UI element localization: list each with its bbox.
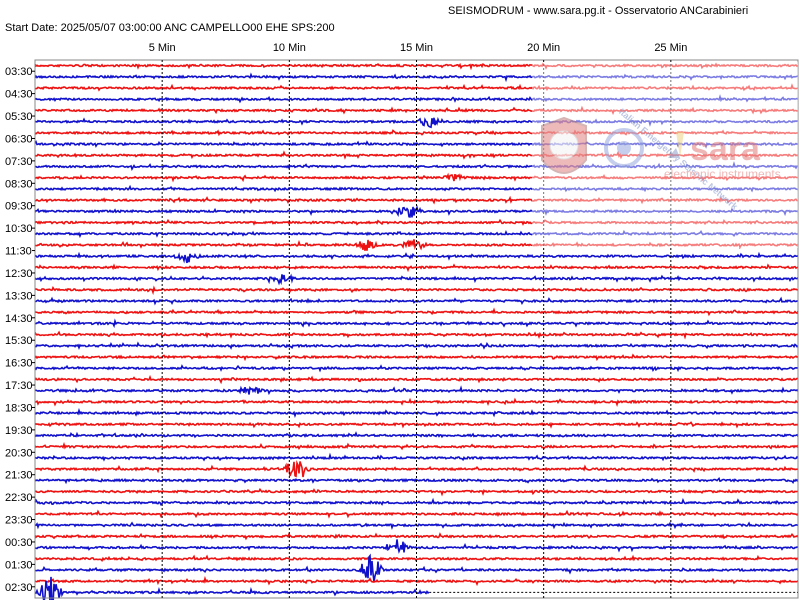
- minute-tick-label: 15 Min: [400, 42, 433, 54]
- row-time-label: 20:30: [5, 447, 33, 459]
- row-time-label: 14:30: [5, 313, 33, 325]
- row-time-label: 03:30: [5, 66, 33, 78]
- sara-logo: sara electronic instruments: [664, 130, 781, 181]
- row-time-label: 21:30: [5, 470, 33, 482]
- row-time-label: 06:30: [5, 133, 33, 145]
- trace-line: [34, 83, 799, 92]
- minute-tick-label: 25 Min: [654, 42, 687, 54]
- grid-layer: [32, 59, 799, 599]
- row-time-label: 08:30: [5, 178, 33, 190]
- row-time-label: 07:30: [5, 156, 33, 168]
- trace-line: [34, 218, 799, 226]
- watermark-veil: [532, 62, 798, 248]
- row-time-label: 09:30: [5, 201, 33, 213]
- trace-line: [34, 385, 799, 396]
- row-time-label: 12:30: [5, 268, 33, 280]
- sara-logo-subtext: electronic instruments: [664, 167, 781, 181]
- label-layer: 5 Min 10 Min 15 Min 20 Min 25 Min 03:30 04:30 0…: [5, 42, 687, 594]
- trace-line: [34, 105, 799, 116]
- minute-tick-label: 10 Min: [273, 42, 306, 54]
- row-time-label: 11:30: [5, 246, 32, 258]
- row-time-label: 10:30: [5, 223, 33, 235]
- minute-tick-label: 20 Min: [527, 42, 560, 54]
- row-time-label: 18:30: [5, 402, 33, 414]
- trace-line: [34, 374, 799, 385]
- row-time-label: 22:30: [5, 492, 33, 504]
- row-time-label: 05:30: [5, 111, 33, 123]
- row-time-label: 16:30: [5, 358, 33, 370]
- row-time-label: 19:30: [5, 425, 33, 437]
- row-time-label: 15:30: [5, 335, 33, 347]
- trace-line: [34, 94, 799, 104]
- row-time-label: 13:30: [5, 290, 33, 302]
- trace-line: [34, 554, 799, 563]
- row-time-label: 04:30: [5, 89, 33, 101]
- trace-line: [34, 539, 799, 554]
- site-header: SEISMODRUM - www.sara.pg.it - Osservator…: [448, 5, 749, 17]
- minute-tick-label: 5 Min: [149, 42, 176, 54]
- row-time-label: 17:30: [5, 380, 33, 392]
- row-time-label: 23:30: [5, 515, 33, 527]
- start-date-label: Start Date: 2025/05/07 03:00:00 ANC CAMP…: [5, 22, 335, 34]
- row-time-label: 01:30: [5, 559, 33, 571]
- trace-line: [34, 273, 799, 286]
- trace-line: [34, 576, 430, 600]
- trace-line: [34, 497, 799, 506]
- row-time-label: 00:30: [5, 537, 33, 549]
- row-time-label: 02:30: [5, 582, 33, 594]
- sara-logo-text: sara: [690, 130, 761, 168]
- trace-line: [34, 318, 799, 329]
